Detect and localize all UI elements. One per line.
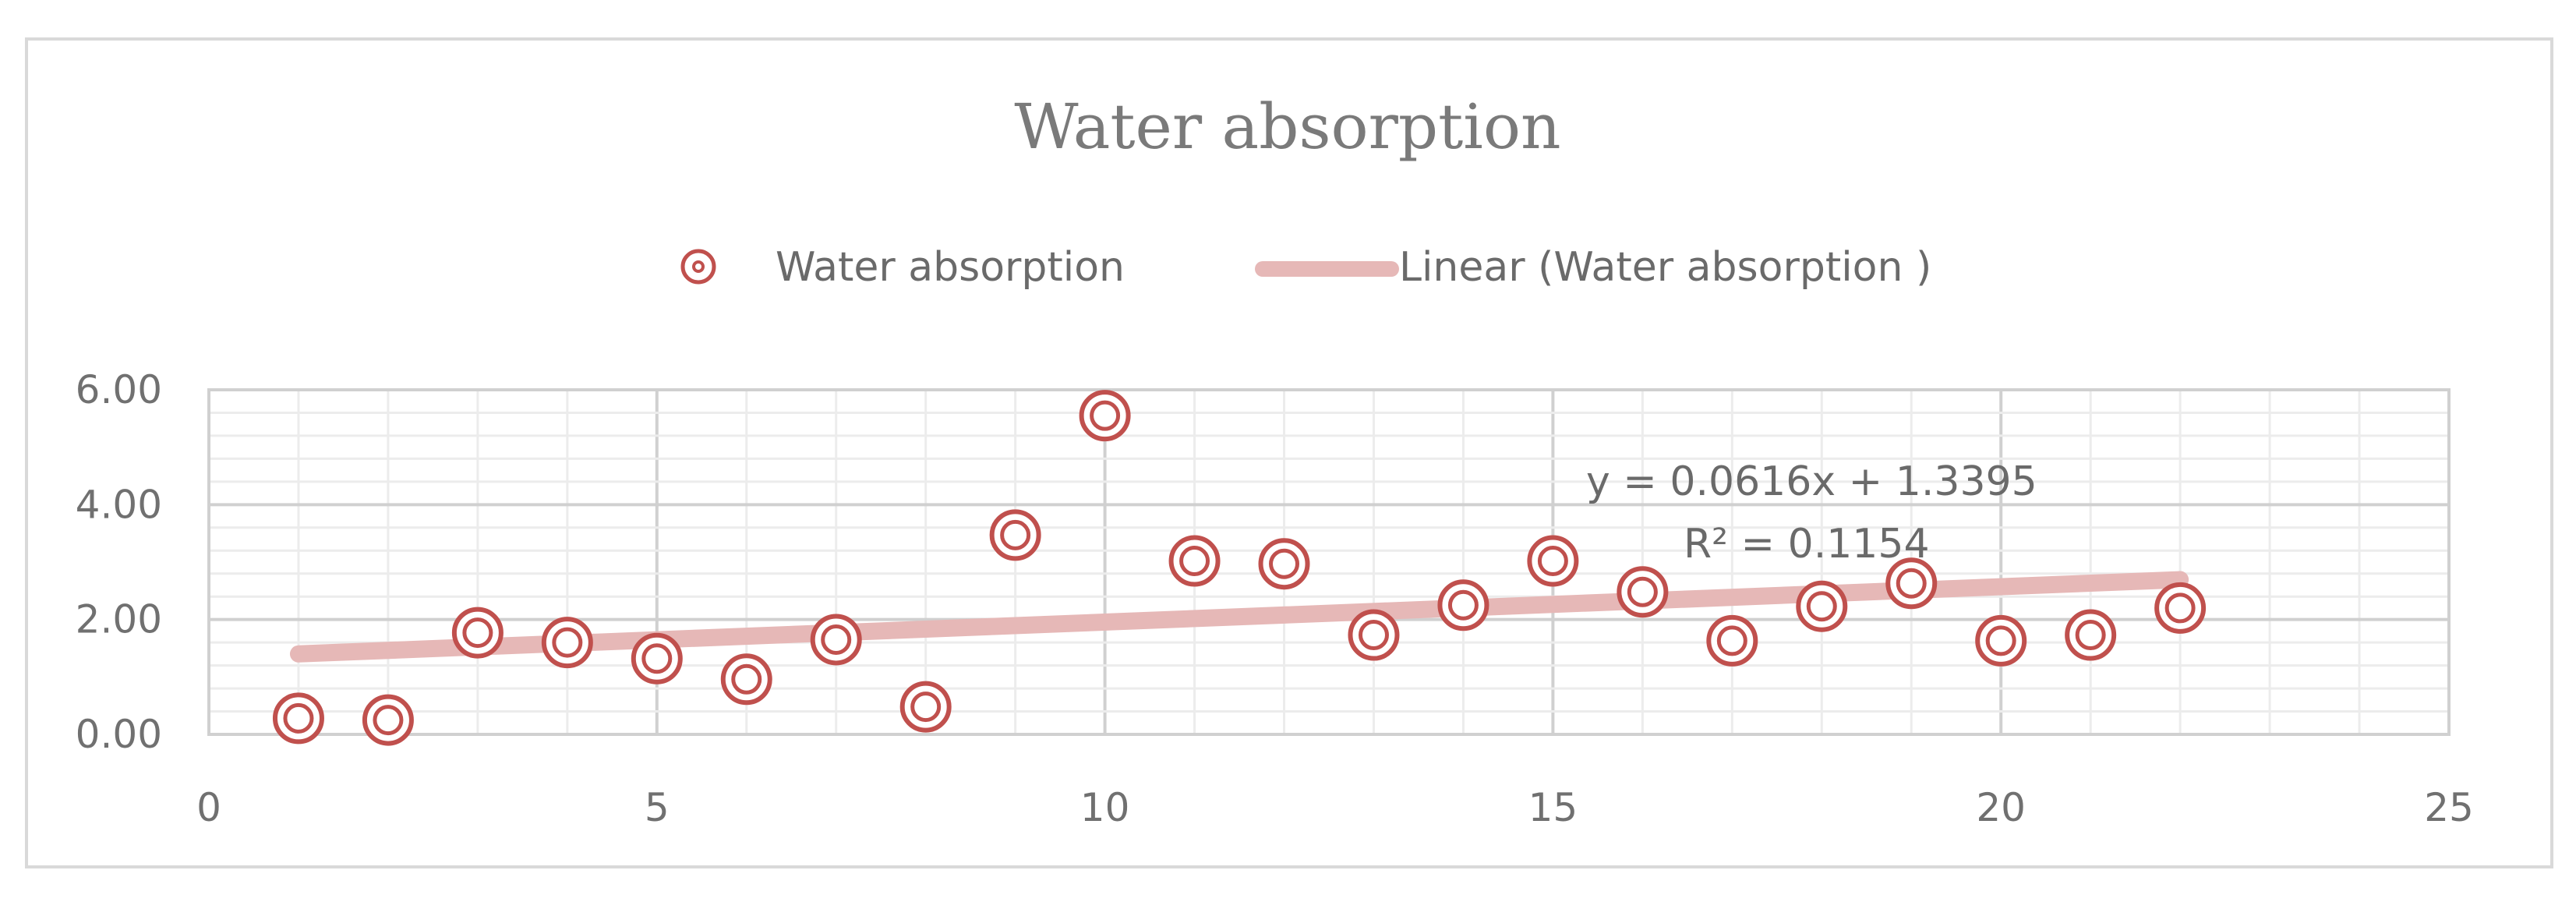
chart-border bbox=[25, 37, 2553, 868]
data-point bbox=[362, 694, 414, 746]
legend-trendline-label: Linear (Water absorption ) bbox=[1399, 244, 1931, 291]
data-point bbox=[1885, 557, 1938, 610]
data-point bbox=[1617, 566, 1669, 618]
data-point bbox=[541, 617, 593, 669]
data-point bbox=[1796, 580, 1848, 632]
data-point bbox=[810, 614, 862, 666]
axis-labels: 0 5 10 15 20 25 0.00 2.00 4.00 6.00 bbox=[76, 367, 2474, 830]
legend-series-label: Water absorption bbox=[776, 244, 1125, 291]
data-point bbox=[1348, 609, 1400, 661]
legend: Water absorption Linear (Water absorptio… bbox=[680, 244, 1931, 291]
x-tick-label: 15 bbox=[1528, 785, 1578, 830]
y-tick-label: 6.00 bbox=[76, 367, 162, 412]
data-point bbox=[899, 681, 952, 733]
data-point bbox=[1079, 390, 1131, 442]
y-tick-label: 4.00 bbox=[76, 482, 162, 527]
legend-marker bbox=[680, 249, 716, 285]
plot-area bbox=[207, 388, 2451, 736]
data-point bbox=[1706, 614, 1758, 667]
y-tick-label: 0.00 bbox=[76, 712, 162, 757]
x-tick-label: 5 bbox=[645, 785, 670, 830]
y-tick-label: 2.00 bbox=[76, 597, 162, 642]
x-tick-label: 0 bbox=[196, 785, 221, 830]
data-point bbox=[1258, 538, 1310, 590]
data-point bbox=[2065, 609, 2117, 661]
data-point bbox=[1168, 535, 1221, 587]
data-point bbox=[2154, 582, 2207, 634]
data-point bbox=[989, 509, 1041, 561]
x-tick-label: 10 bbox=[1080, 785, 1130, 830]
chart-title: Water absorption bbox=[1014, 90, 1560, 163]
data-point bbox=[451, 607, 504, 659]
data-point bbox=[272, 692, 324, 745]
grid bbox=[207, 388, 2451, 736]
data-point bbox=[631, 632, 683, 684]
data-points bbox=[272, 390, 2207, 746]
data-point bbox=[1527, 535, 1579, 587]
x-tick-label: 20 bbox=[1976, 785, 2026, 830]
trendline-equation: y = 0.0616x + 1.3395 bbox=[1586, 458, 2037, 505]
x-tick-label: 25 bbox=[2424, 785, 2474, 830]
data-point bbox=[720, 653, 772, 706]
trendline bbox=[289, 571, 2189, 663]
data-point bbox=[1975, 614, 2027, 667]
trendline-r-squared: R² = 0.1154 bbox=[1684, 521, 1930, 568]
data-point bbox=[1437, 579, 1489, 631]
